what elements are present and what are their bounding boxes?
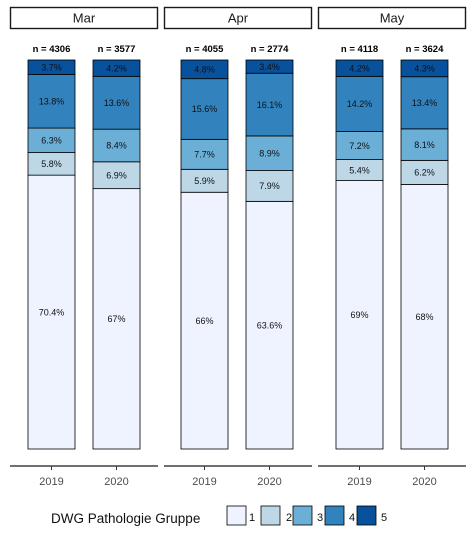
- segment-label: 3.7%: [41, 62, 62, 72]
- bar-segment-group-1: [92, 188, 141, 450]
- bar-segment-group-2: [400, 159, 449, 185]
- x-tick-label: 2019: [39, 476, 63, 488]
- facet-panel-apr: Apr n = 4055 66% 5.9% 7.7% 15.6% 4.8% 2019 n = 2…: [163, 6, 313, 488]
- x-tick-label: 2019: [347, 476, 371, 488]
- segment-label: 8.4%: [106, 141, 127, 151]
- segment-label: 69%: [350, 310, 368, 320]
- bar-n-label: n = 3577: [98, 44, 136, 55]
- bar-segment-group-3: [27, 127, 76, 153]
- segment-label: 5.9%: [194, 176, 215, 186]
- legend-label: 3: [317, 512, 323, 524]
- segment-label: 13.8%: [39, 96, 65, 106]
- bar-segment-group-3: [180, 138, 229, 170]
- legend-key-3: [292, 505, 313, 526]
- bar-segment-group-1: [400, 184, 449, 450]
- segment-label: 7.7%: [194, 150, 215, 160]
- facet-strip-box: [317, 6, 467, 30]
- facet-strip-box: [163, 6, 313, 30]
- segment-label: 67%: [107, 314, 125, 324]
- legend-title: DWG Pathologie Gruppe: [51, 511, 200, 526]
- bar-n-label: n = 2774: [251, 44, 289, 55]
- bar-segment-group-5: [400, 59, 449, 78]
- segment-label: 14.2%: [347, 99, 373, 109]
- legend-key-5: [356, 505, 377, 526]
- bar-n-label: n = 4306: [33, 44, 71, 55]
- facet-strip-box: [9, 6, 159, 30]
- bar-segment-group-2: [92, 161, 141, 190]
- segment-label: 16.1%: [257, 100, 283, 110]
- bar-segment-group-5: [335, 59, 384, 77]
- bar-segment-group-1: [245, 200, 294, 450]
- legend-key-2: [260, 505, 281, 526]
- bar-n-label: n = 4055: [186, 44, 224, 55]
- legend-key-4: [324, 505, 345, 526]
- bar-segment-group-2: [245, 170, 294, 202]
- x-tick-label: 2020: [257, 476, 281, 488]
- segment-label: 15.6%: [192, 104, 218, 114]
- segment-label: 6.2%: [414, 168, 435, 178]
- legend-label: 2: [286, 512, 292, 524]
- bar-segment-group-3: [245, 135, 294, 171]
- segment-label: 4.2%: [106, 63, 127, 73]
- segment-label: 4.3%: [414, 64, 435, 74]
- facet-strip-label: Apr: [228, 11, 249, 26]
- bar-segment-group-5: [92, 59, 141, 77]
- bar-segment-group-5: [180, 59, 229, 80]
- segment-label: 6.3%: [41, 136, 62, 146]
- bar-n-label: n = 3624: [406, 44, 444, 55]
- bar-segment-group-4: [27, 73, 76, 129]
- segment-label: 6.9%: [106, 170, 127, 180]
- segment-label: 66%: [195, 316, 213, 326]
- segment-label: 7.2%: [349, 141, 370, 151]
- bar-n-label: n = 4118: [341, 44, 378, 55]
- bar-segment-group-1: [180, 191, 229, 450]
- segment-label: 5.8%: [41, 159, 62, 169]
- bar-segment-group-4: [180, 78, 229, 140]
- legend-label: 4: [349, 512, 355, 524]
- x-tick-label: 2020: [412, 476, 436, 488]
- x-tick-label: 2019: [192, 476, 216, 488]
- segment-label: 4.2%: [349, 63, 370, 73]
- legend-label: 1: [249, 512, 255, 524]
- legend: DWG Pathologie Gruppe 1 2 3 4 5: [51, 505, 387, 526]
- segment-label: 13.6%: [104, 98, 130, 108]
- facet-strip-label: May: [380, 11, 405, 26]
- bar-segment-group-3: [335, 131, 384, 160]
- legend-label: 5: [381, 512, 387, 524]
- bar-segment-group-4: [245, 72, 294, 137]
- legend-key-1: [226, 505, 247, 526]
- bar-segment-group-1: [27, 174, 76, 450]
- segment-label: 7.9%: [259, 181, 280, 191]
- bar-segment-group-3: [400, 128, 449, 161]
- bar-segment-group-5: [27, 59, 76, 75]
- segment-label: 5.4%: [349, 165, 370, 175]
- segment-label: 70.4%: [39, 307, 65, 317]
- segment-label: 8.9%: [259, 148, 280, 158]
- segment-label: 63.6%: [257, 320, 283, 330]
- bar-segment-group-5: [245, 59, 294, 74]
- segment-label: 4.8%: [194, 65, 215, 75]
- segment-label: 68%: [415, 312, 433, 322]
- facet-strip-label: Mar: [73, 11, 96, 26]
- bar-segment-group-4: [335, 75, 384, 132]
- segment-label: 13.4%: [412, 98, 438, 108]
- x-tick-label: 2020: [104, 476, 128, 488]
- facet-panel-may: May n = 4118 69% 5.4% 7.2% 14.2% 4.2% 2019 n = 3…: [317, 6, 467, 488]
- segment-label: 3.4%: [259, 62, 280, 72]
- segment-label: 8.1%: [414, 140, 435, 150]
- facet-panel-mar: Mar n = 4306 70.4% 5.8% 6.3% 13.8% 3.7% 2019 n =…: [9, 6, 159, 488]
- bar-segment-group-1: [335, 180, 384, 450]
